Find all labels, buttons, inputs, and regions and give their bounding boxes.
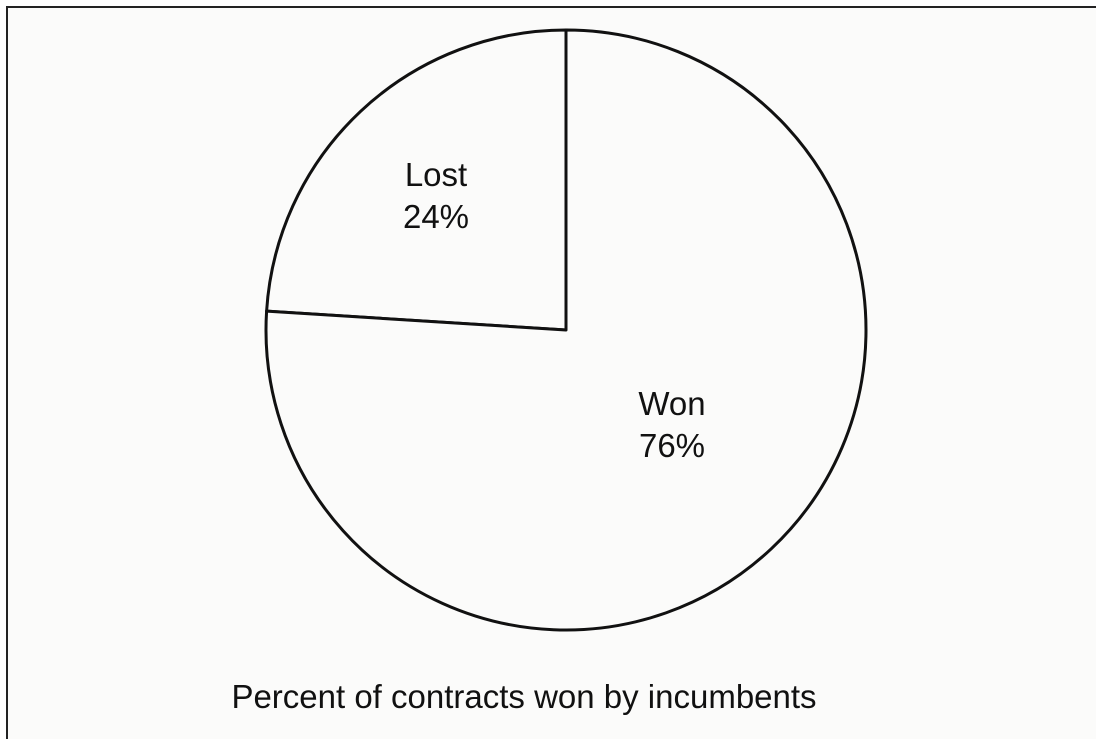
pie-slices xyxy=(264,28,868,632)
pie-labels: Lost 24% Won 76% xyxy=(403,156,706,464)
pie-slice-won xyxy=(264,28,868,632)
pie-value-label-lost: 24% xyxy=(403,198,469,235)
pie-slice-lost xyxy=(265,28,568,332)
pie-label-lost: Lost xyxy=(405,156,467,193)
chart-title: Percent of contracts won by incumbents xyxy=(231,678,817,715)
pie-label-won: Won xyxy=(638,385,705,422)
pie-value-label-won: 76% xyxy=(639,427,705,464)
